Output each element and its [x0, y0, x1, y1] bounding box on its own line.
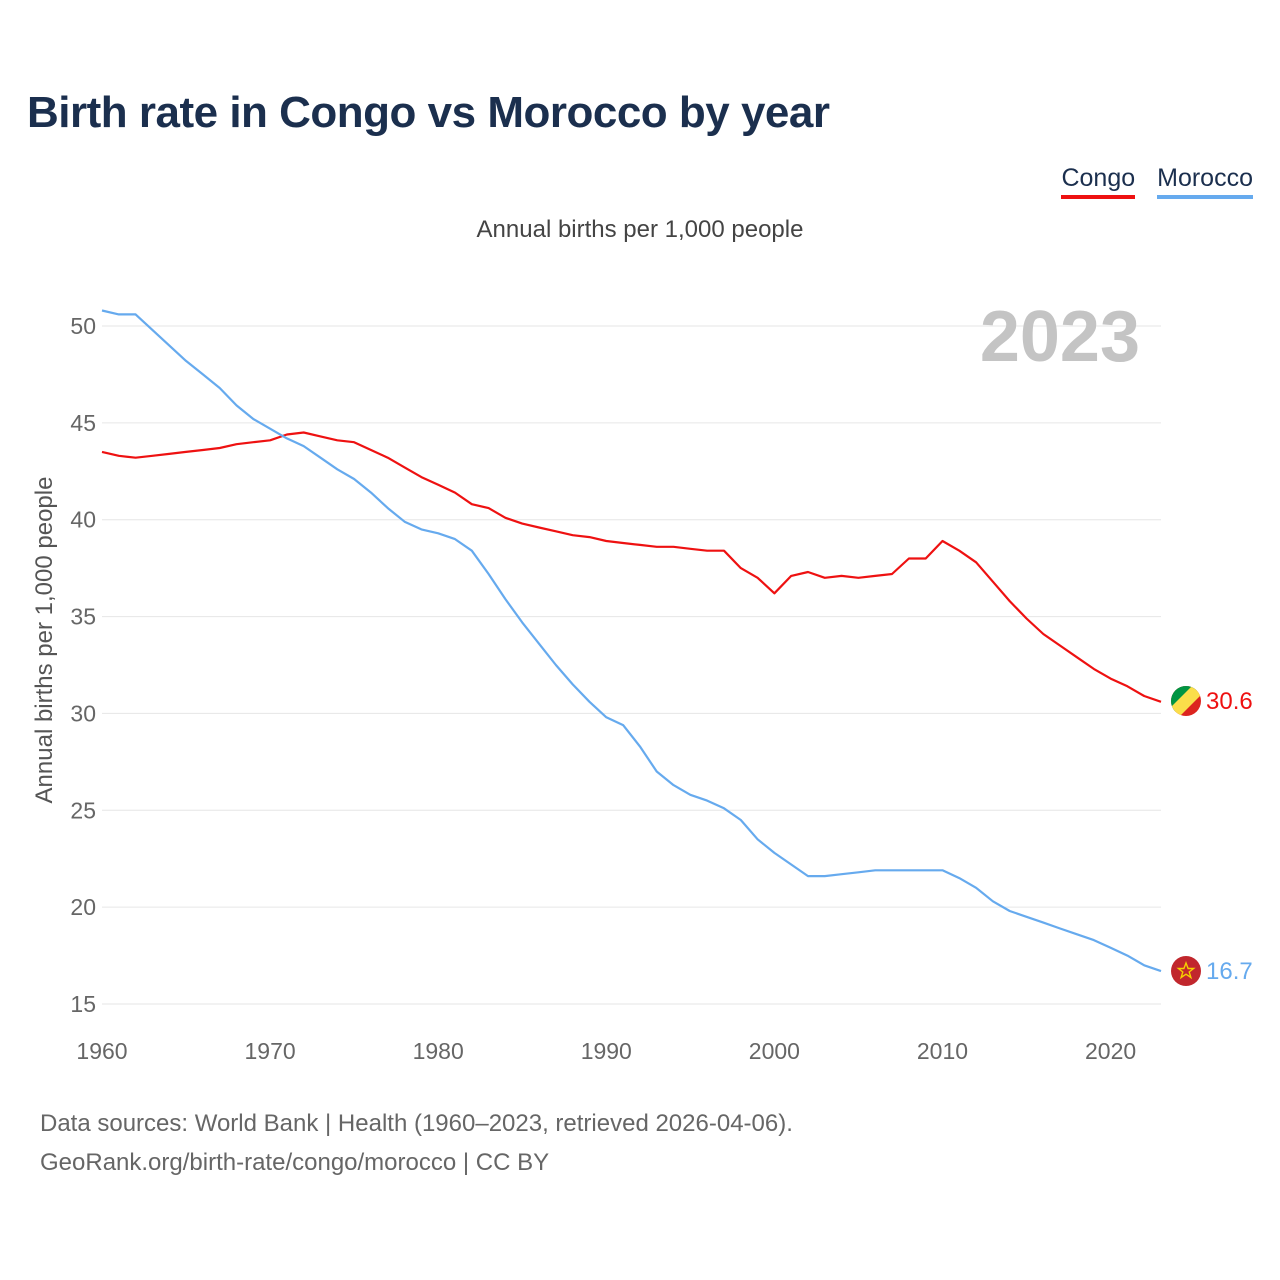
series-line-congo[interactable]	[101, 431, 1162, 703]
series-lines	[101, 309, 1162, 973]
chart-subtitle: Annual births per 1,000 people	[476, 216, 804, 243]
legend-item-congo[interactable]: Congo	[1061, 164, 1136, 199]
legend: Congo Morocco	[1061, 164, 1253, 199]
x-axis-ticks: 1960 1970 1980 1990 2000 2010 2020	[76, 1038, 1136, 1064]
y-tick-label: 15	[70, 991, 96, 1017]
footer: Data sources: World Bank | Health (1960–…	[40, 1104, 793, 1182]
x-tick-label: 1980	[413, 1038, 464, 1064]
end-label-congo: 30.6	[1206, 688, 1253, 715]
y-axis-ticks: 15 20 25 30 35 40 45 50	[70, 313, 96, 1017]
legend-item-morocco[interactable]: Morocco	[1157, 164, 1253, 199]
congo-flag-icon	[1171, 686, 1201, 716]
y-tick-label: 25	[70, 797, 96, 823]
x-tick-label: 2010	[917, 1038, 968, 1064]
y-tick-label: 35	[70, 604, 96, 630]
x-tick-label: 1990	[581, 1038, 632, 1064]
chart-title: Birth rate in Congo vs Morocco by year	[27, 88, 830, 137]
y-tick-label: 30	[70, 700, 96, 726]
y-tick-label: 40	[70, 507, 96, 533]
x-tick-label: 1970	[245, 1038, 296, 1064]
data-source-note: Data sources: World Bank | Health (1960–…	[40, 1110, 793, 1137]
gridlines	[102, 325, 1161, 1005]
y-axis-label: Annual births per 1,000 people	[31, 477, 58, 804]
year-watermark: 2023	[980, 297, 1140, 377]
y-tick-label: 50	[70, 313, 96, 339]
x-tick-label: 2000	[749, 1038, 800, 1064]
morocco-flag-icon	[1171, 956, 1201, 986]
x-tick-label: 2020	[1085, 1038, 1136, 1064]
series-line-morocco[interactable]	[101, 309, 1162, 973]
end-label-morocco: 16.7	[1206, 958, 1253, 985]
y-tick-label: 45	[70, 410, 96, 436]
source-url[interactable]: GeoRank.org/birth-rate/congo/morocco | C…	[40, 1149, 550, 1176]
x-tick-label: 1960	[76, 1038, 127, 1064]
y-tick-label: 20	[70, 894, 96, 920]
